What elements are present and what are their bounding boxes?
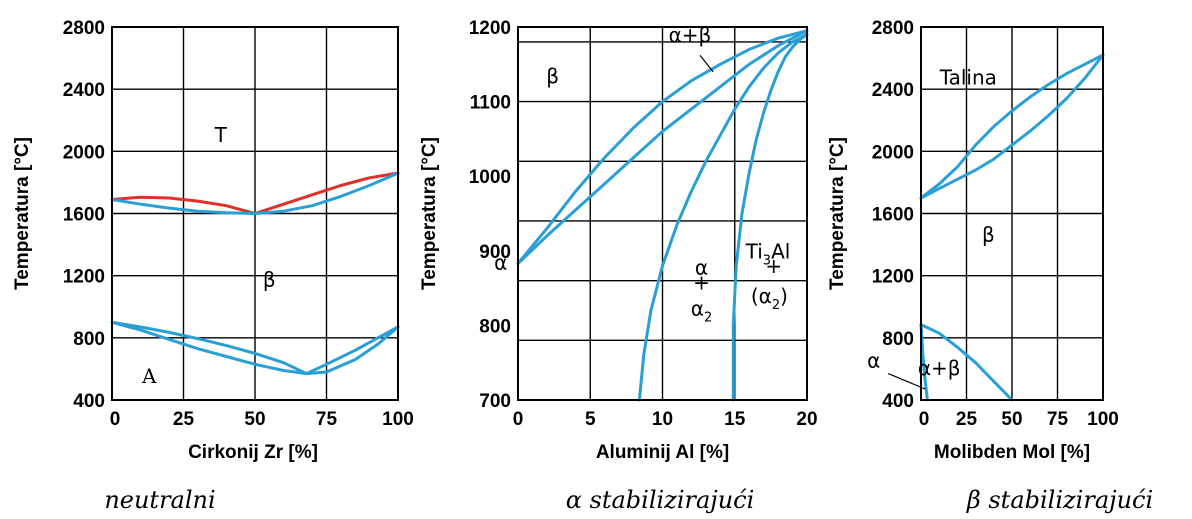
y-tick-label: 700 [479, 391, 511, 412]
y-tick-label: 400 [882, 391, 914, 412]
series-line-1 [919, 53, 1105, 200]
y-tick-label: 2800 [872, 18, 914, 39]
series-line-3 [919, 323, 1014, 402]
region-label: β [546, 64, 559, 88]
region-label: + [693, 271, 710, 295]
x-tick-label: 25 [956, 409, 978, 430]
x-tick-label: 0 [513, 409, 524, 430]
y-tick-label: 1100 [470, 93, 511, 114]
x-tick-label: 50 [1001, 409, 1022, 430]
region-label: α [494, 250, 507, 274]
y-tick-label: 1200 [469, 18, 511, 39]
region-label: β [263, 268, 276, 292]
series-line-2 [516, 29, 809, 265]
region-label: α+β [669, 23, 712, 47]
y-tick-label: 800 [882, 329, 914, 350]
region-label: α [867, 348, 880, 372]
series-line-3 [637, 33, 809, 402]
chart-caption: β stabilizirajući [966, 486, 1153, 514]
x-axis-title: Cirkonij Zr [%] [188, 442, 318, 463]
y-tick-label: 2000 [63, 142, 105, 163]
x-tick-label: 0 [110, 409, 121, 430]
x-tick-label: 5 [585, 409, 596, 430]
chart-1: 0 25 50 75 100 400 800 1200 1600 2000 2400 2800 Cirk… [12, 18, 414, 514]
series-line-3 [110, 320, 400, 376]
series-line-2 [919, 53, 1105, 200]
plot-frame [517, 26, 808, 401]
x-tick-label: 25 [173, 409, 195, 430]
y-tick-label: 1200 [63, 267, 105, 288]
series-line-1 [516, 29, 809, 265]
x-tick-label: 75 [316, 409, 338, 430]
x-tick-label: 75 [1047, 409, 1069, 430]
y-tick-label: 800 [73, 329, 105, 350]
region-label: A [141, 364, 157, 388]
chart-3: 0 25 50 75 100 400 800 1200 1600 2000 2400 2800 Moli… [827, 18, 1153, 514]
series-line-4 [110, 320, 400, 376]
x-tick-label: 50 [244, 409, 265, 430]
plot-frame [111, 26, 399, 401]
series-line-4 [731, 33, 809, 402]
y-tick-label: 1000 [469, 167, 511, 188]
region-label: T [214, 123, 228, 147]
plot-frame [920, 26, 1104, 401]
x-tick-label: 100 [382, 409, 414, 430]
y-tick-label: 900 [479, 242, 511, 263]
y-tick-label: 2400 [63, 80, 105, 101]
region-label: + [765, 254, 782, 278]
y-axis-title: Temperatura [°C] [827, 137, 848, 290]
chart-2: 0 5 10 15 20 700 800 900 1000 1100 1200 Aluminij Al… [419, 18, 818, 514]
y-tick-label: 2400 [872, 80, 914, 101]
region-label: β [982, 222, 995, 246]
region-label: α+β [918, 356, 961, 380]
region-label: (α2) [751, 284, 788, 313]
leader-line [888, 373, 926, 390]
x-tick-label: 15 [724, 409, 746, 430]
y-axis-title: Temperatura [°C] [12, 137, 33, 290]
y-tick-label: 2800 [63, 18, 105, 39]
series-line-4 [919, 323, 929, 402]
x-axis-title: Molibden Mol [%] [934, 442, 1090, 463]
y-tick-label: 2000 [872, 142, 914, 163]
region-label: α [695, 256, 708, 280]
x-tick-label: 10 [652, 409, 673, 430]
x-tick-label: 20 [796, 409, 817, 430]
y-tick-label: 1200 [872, 267, 914, 288]
x-tick-label: 100 [1087, 409, 1119, 430]
x-tick-label: 0 [919, 409, 930, 430]
chart-caption: α stabilizirajući [566, 486, 755, 514]
chart-caption: neutralni [104, 486, 215, 514]
leader-line [699, 54, 714, 73]
region-label: α2 [691, 297, 712, 326]
y-tick-label: 1600 [872, 205, 914, 226]
y-tick-label: 800 [479, 316, 511, 337]
x-axis-title: Aluminij Al [%] [596, 442, 729, 463]
series-line-2 [110, 171, 400, 215]
y-tick-label: 400 [73, 391, 105, 412]
y-tick-label: 1600 [63, 205, 105, 226]
y-axis-title: Temperatura [°C] [419, 137, 440, 290]
region-label: Talina [939, 66, 997, 90]
